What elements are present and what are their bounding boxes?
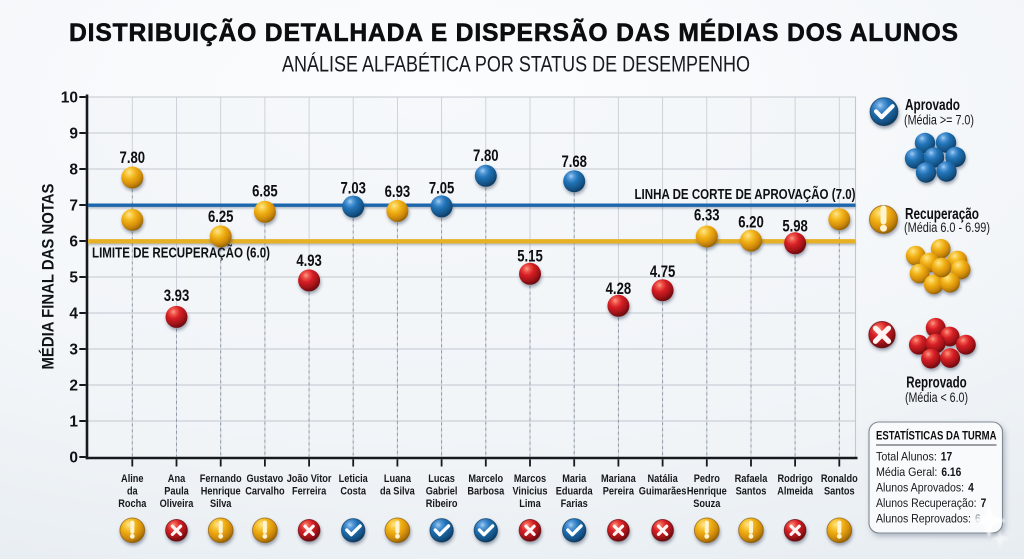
- svg-text:Fernando: Fernando: [200, 473, 242, 485]
- svg-text:Henrique: Henrique: [687, 485, 727, 497]
- svg-text:Alunos Recuperação:: Alunos Recuperação:: [876, 496, 977, 510]
- svg-text:Rocha: Rocha: [118, 498, 147, 510]
- svg-text:Alunos Reprovados:: Alunos Reprovados:: [876, 511, 971, 525]
- svg-text:6.16: 6.16: [941, 465, 961, 479]
- svg-text:MÉDIA FINAL DAS NOTAS: MÉDIA FINAL DAS NOTAS: [39, 184, 58, 370]
- svg-text:Aline: Aline: [121, 473, 144, 485]
- svg-text:Gustavo: Gustavo: [247, 473, 284, 485]
- svg-text:4.93: 4.93: [296, 252, 322, 270]
- svg-text:6.25: 6.25: [208, 208, 234, 226]
- svg-text:7.80: 7.80: [120, 149, 146, 167]
- svg-text:Média Geral:: Média Geral:: [876, 465, 937, 479]
- svg-text:(Média >= 7.0): (Média >= 7.0): [904, 113, 974, 128]
- svg-text:Pedro: Pedro: [694, 473, 720, 485]
- svg-text:7: 7: [981, 496, 987, 510]
- svg-text:Aprovado: Aprovado: [905, 97, 960, 114]
- svg-text:Santos: Santos: [736, 485, 767, 497]
- svg-text:Eduarda: Eduarda: [556, 485, 593, 497]
- svg-text:Guimarães: Guimarães: [639, 485, 687, 497]
- svg-text:Luana: Luana: [384, 473, 412, 485]
- svg-text:2: 2: [69, 378, 78, 395]
- svg-text:LIMITE DE RECUPERAÇÃO (6.0): LIMITE DE RECUPERAÇÃO (6.0): [92, 243, 270, 261]
- svg-text:Santos: Santos: [824, 485, 855, 497]
- svg-text:3.93: 3.93: [164, 287, 190, 305]
- svg-text:Paula: Paula: [164, 485, 189, 497]
- svg-text:Total Alunos:: Total Alunos:: [876, 449, 937, 463]
- svg-text:6.20: 6.20: [738, 213, 764, 231]
- svg-text:Marcos: Marcos: [514, 473, 546, 485]
- svg-text:Silva: Silva: [210, 498, 232, 510]
- svg-text:João Vitor: João Vitor: [287, 473, 332, 485]
- svg-text:Reprovado: Reprovado: [906, 375, 967, 392]
- svg-text:Henrique: Henrique: [201, 485, 241, 497]
- svg-text:6.93: 6.93: [385, 183, 411, 201]
- svg-text:0: 0: [69, 450, 78, 467]
- svg-text:Maria: Maria: [562, 473, 587, 485]
- svg-text:7.80: 7.80: [473, 147, 499, 165]
- svg-text:Rodrigo: Rodrigo: [777, 473, 812, 485]
- svg-text:Rafaela: Rafaela: [735, 473, 768, 485]
- svg-text:ANÁLISE ALFABÉTICA POR STATUS: ANÁLISE ALFABÉTICA POR STATUS DE DESEMPE…: [282, 51, 750, 76]
- svg-text:3: 3: [69, 342, 78, 359]
- svg-text:Natália: Natália: [648, 473, 679, 485]
- svg-text:Pereira: Pereira: [603, 485, 635, 497]
- svg-text:1: 1: [69, 414, 78, 431]
- svg-text:Vinicius: Vinicius: [512, 485, 547, 497]
- svg-text:7.68: 7.68: [561, 153, 587, 171]
- svg-text:Lucas: Lucas: [428, 473, 455, 485]
- svg-text:7.03: 7.03: [340, 180, 366, 198]
- svg-text:(Média 6.0 - 6.99): (Média 6.0 - 6.99): [904, 220, 990, 235]
- svg-text:8: 8: [69, 162, 78, 179]
- svg-text:DISTRIBUIÇÃO DETALHADA E DISPE: DISTRIBUIÇÃO DETALHADA E DISPERSÃO DAS M…: [69, 19, 958, 47]
- svg-text:Mariana: Mariana: [601, 473, 636, 485]
- svg-text:Recuperação: Recuperação: [905, 206, 979, 223]
- svg-text:4.75: 4.75: [650, 263, 676, 281]
- svg-text:6: 6: [69, 234, 78, 251]
- svg-text:17: 17: [941, 449, 953, 463]
- svg-text:5.15: 5.15: [517, 248, 543, 266]
- svg-text:Ana: Ana: [168, 473, 186, 485]
- svg-text:4: 4: [968, 480, 974, 494]
- svg-text:Souza: Souza: [693, 498, 721, 510]
- svg-text:4.28: 4.28: [606, 280, 632, 298]
- svg-text:Ronaldo: Ronaldo: [821, 473, 858, 485]
- svg-text:Alunos Aprovados:: Alunos Aprovados:: [876, 480, 964, 494]
- svg-text:Ribeiro: Ribeiro: [426, 498, 458, 510]
- svg-text:Carvalho: Carvalho: [245, 485, 284, 497]
- svg-text:(Média < 6.0): (Média < 6.0): [905, 390, 968, 405]
- svg-text:Farias: Farias: [561, 498, 588, 510]
- svg-text:Leticia: Leticia: [339, 473, 369, 485]
- svg-text:da Silva: da Silva: [380, 485, 415, 497]
- svg-text:Ferreira: Ferreira: [292, 485, 327, 497]
- svg-text:5: 5: [69, 270, 78, 287]
- svg-text:4: 4: [69, 306, 78, 323]
- svg-text:Lima: Lima: [519, 498, 541, 510]
- svg-text:Gabriel: Gabriel: [426, 485, 458, 497]
- svg-text:7.05: 7.05: [429, 180, 455, 198]
- svg-text:Almeida: Almeida: [777, 485, 813, 497]
- svg-text:5.98: 5.98: [782, 218, 808, 236]
- svg-text:da: da: [127, 485, 138, 497]
- svg-text:7: 7: [69, 198, 78, 215]
- svg-text:6.33: 6.33: [694, 207, 720, 225]
- svg-text:Marcelo: Marcelo: [468, 473, 503, 485]
- svg-text:ESTATÍSTICAS DA TURMA: ESTATÍSTICAS DA TURMA: [876, 429, 997, 442]
- svg-text:Barbosa: Barbosa: [467, 485, 504, 497]
- svg-text:10: 10: [61, 90, 78, 107]
- svg-text:9: 9: [69, 126, 78, 143]
- svg-text:LINHA DE CORTE DE APROVAÇÃO (7: LINHA DE CORTE DE APROVAÇÃO (7.0): [635, 185, 856, 203]
- svg-text:6.85: 6.85: [252, 182, 278, 200]
- svg-text:Costa: Costa: [340, 485, 366, 497]
- svg-text:Oliveira: Oliveira: [160, 498, 194, 510]
